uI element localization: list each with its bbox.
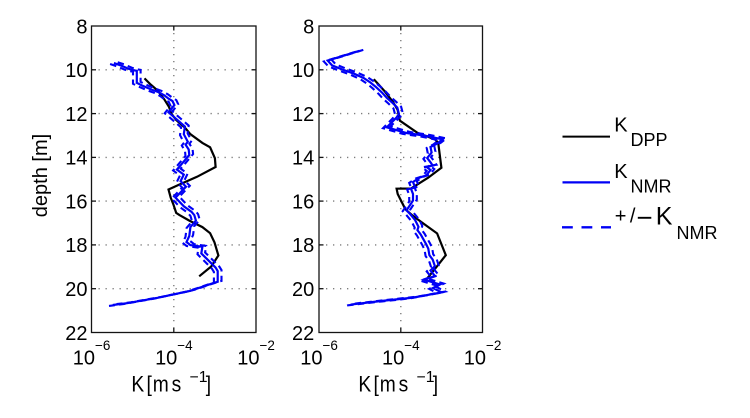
- svg-text:s: s: [399, 372, 409, 397]
- svg-text:16: 16: [65, 191, 87, 213]
- svg-text:−4: −4: [177, 338, 193, 353]
- svg-text:10: 10: [237, 348, 259, 370]
- svg-text:10: 10: [382, 348, 404, 370]
- svg-text:]: ]: [433, 372, 438, 397]
- svg-text:s: s: [172, 372, 182, 397]
- svg-text:K: K: [614, 115, 628, 137]
- svg-text:22: 22: [292, 323, 314, 345]
- svg-text:K: K: [358, 372, 371, 397]
- svg-text:22: 22: [65, 323, 87, 345]
- svg-text:[: [: [374, 372, 379, 397]
- svg-text:20: 20: [292, 279, 314, 301]
- svg-text:NMR: NMR: [677, 223, 718, 243]
- svg-text:depth [m]: depth [m]: [30, 134, 52, 217]
- svg-text:10: 10: [300, 348, 322, 370]
- svg-text:−6: −6: [95, 338, 110, 353]
- svg-text:−2: −2: [486, 338, 501, 353]
- svg-text:−1: −1: [417, 369, 435, 386]
- svg-text:18: 18: [65, 235, 87, 257]
- svg-text:m: m: [153, 372, 169, 397]
- svg-text:14: 14: [65, 148, 87, 170]
- svg-text:−1: −1: [190, 369, 208, 386]
- svg-text:+/: +/: [615, 206, 639, 228]
- svg-text:10: 10: [65, 60, 87, 82]
- svg-text:20: 20: [65, 279, 87, 301]
- svg-text:m: m: [380, 372, 396, 397]
- svg-text:NMR: NMR: [631, 177, 672, 197]
- svg-text:−6: −6: [323, 338, 338, 353]
- svg-text:12: 12: [65, 104, 87, 126]
- svg-text:K: K: [656, 203, 673, 231]
- svg-text:[: [: [147, 372, 152, 397]
- svg-text:K: K: [131, 372, 144, 397]
- svg-text:10: 10: [292, 60, 314, 82]
- svg-text:−2: −2: [260, 338, 275, 353]
- svg-text:K: K: [614, 161, 628, 183]
- svg-text:10: 10: [464, 348, 486, 370]
- svg-text:8: 8: [76, 16, 87, 38]
- svg-text:12: 12: [292, 104, 314, 126]
- svg-text:10: 10: [73, 348, 95, 370]
- svg-text:18: 18: [292, 235, 314, 257]
- svg-text:14: 14: [292, 148, 314, 170]
- svg-text:8: 8: [303, 16, 314, 38]
- svg-text:]: ]: [206, 372, 211, 397]
- svg-text:−4: −4: [404, 338, 420, 353]
- svg-text:10: 10: [155, 348, 177, 370]
- svg-text:DPP: DPP: [631, 130, 668, 150]
- svg-text:16: 16: [292, 191, 314, 213]
